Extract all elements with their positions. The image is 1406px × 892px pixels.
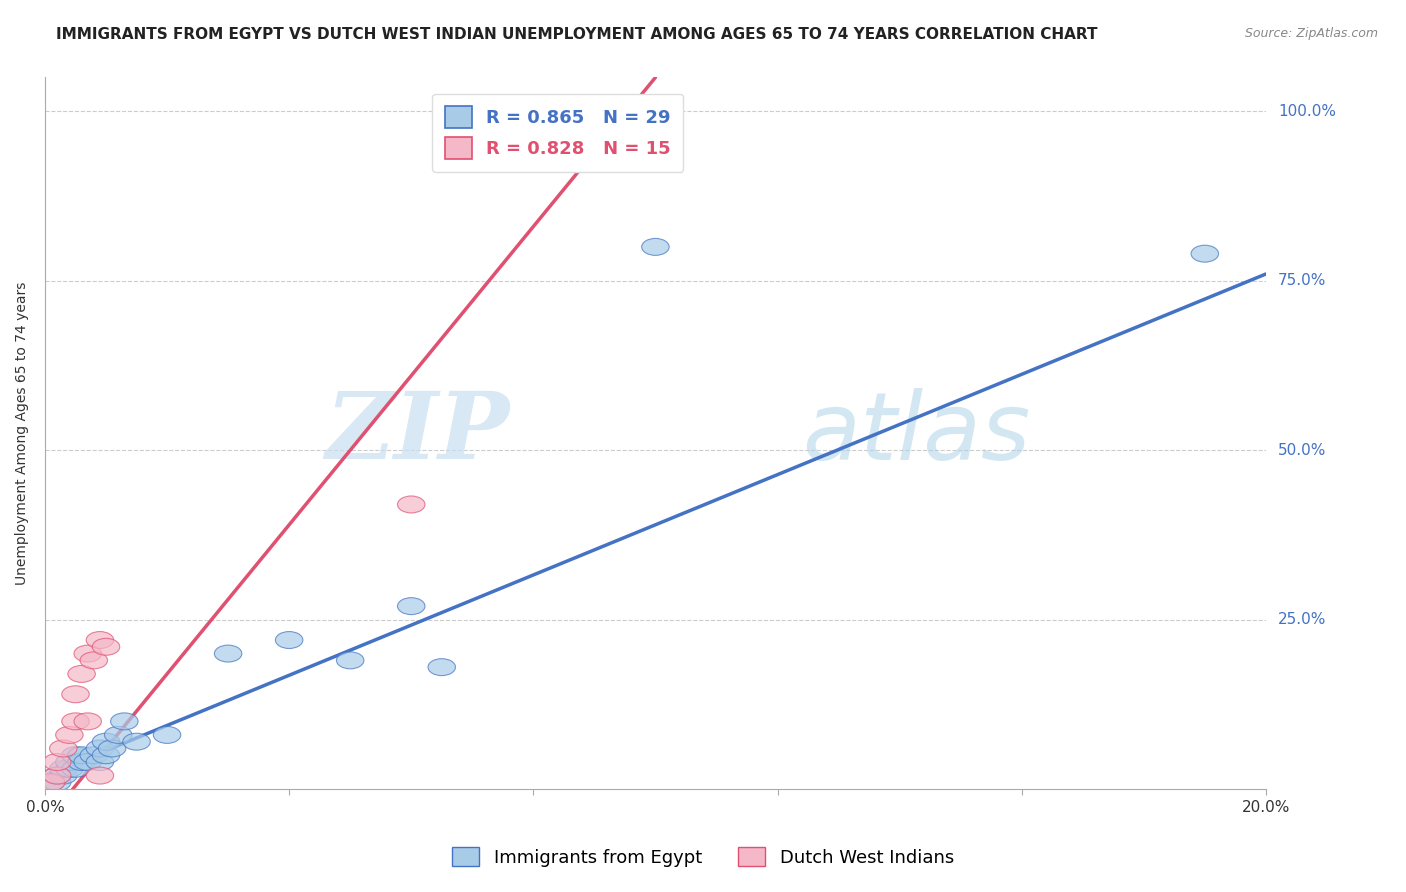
Ellipse shape bbox=[49, 760, 77, 777]
Ellipse shape bbox=[56, 760, 83, 777]
Ellipse shape bbox=[1191, 245, 1219, 262]
Ellipse shape bbox=[427, 658, 456, 675]
Ellipse shape bbox=[86, 632, 114, 648]
Ellipse shape bbox=[336, 652, 364, 669]
Text: 75.0%: 75.0% bbox=[1278, 273, 1326, 288]
Text: 100.0%: 100.0% bbox=[1278, 103, 1336, 119]
Ellipse shape bbox=[56, 726, 83, 743]
Text: 50.0%: 50.0% bbox=[1278, 442, 1326, 458]
Ellipse shape bbox=[86, 767, 114, 784]
Ellipse shape bbox=[56, 754, 83, 771]
Ellipse shape bbox=[38, 774, 65, 791]
Ellipse shape bbox=[67, 754, 96, 771]
Ellipse shape bbox=[62, 760, 89, 777]
Ellipse shape bbox=[44, 754, 70, 771]
Legend: R = 0.865   N = 29, R = 0.828   N = 15: R = 0.865 N = 29, R = 0.828 N = 15 bbox=[432, 94, 683, 172]
Ellipse shape bbox=[93, 733, 120, 750]
Ellipse shape bbox=[93, 639, 120, 656]
Text: atlas: atlas bbox=[801, 388, 1031, 479]
Ellipse shape bbox=[80, 652, 107, 669]
Ellipse shape bbox=[276, 632, 302, 648]
Ellipse shape bbox=[62, 713, 89, 730]
Ellipse shape bbox=[641, 238, 669, 255]
Ellipse shape bbox=[153, 726, 181, 743]
Ellipse shape bbox=[44, 767, 70, 784]
Ellipse shape bbox=[38, 774, 65, 791]
Ellipse shape bbox=[49, 767, 77, 784]
Ellipse shape bbox=[44, 767, 70, 784]
Ellipse shape bbox=[93, 747, 120, 764]
Ellipse shape bbox=[398, 496, 425, 513]
Ellipse shape bbox=[75, 754, 101, 771]
Ellipse shape bbox=[214, 645, 242, 662]
Ellipse shape bbox=[122, 733, 150, 750]
Y-axis label: Unemployment Among Ages 65 to 74 years: Unemployment Among Ages 65 to 74 years bbox=[15, 282, 30, 585]
Ellipse shape bbox=[44, 774, 70, 791]
Ellipse shape bbox=[80, 747, 107, 764]
Text: 25.0%: 25.0% bbox=[1278, 612, 1326, 627]
Ellipse shape bbox=[62, 747, 89, 764]
Text: IMMIGRANTS FROM EGYPT VS DUTCH WEST INDIAN UNEMPLOYMENT AMONG AGES 65 TO 74 YEAR: IMMIGRANTS FROM EGYPT VS DUTCH WEST INDI… bbox=[56, 27, 1098, 42]
Ellipse shape bbox=[86, 754, 114, 771]
Legend: Immigrants from Egypt, Dutch West Indians: Immigrants from Egypt, Dutch West Indian… bbox=[444, 840, 962, 874]
Ellipse shape bbox=[398, 598, 425, 615]
Ellipse shape bbox=[98, 740, 127, 757]
Text: ZIP: ZIP bbox=[325, 388, 509, 478]
Ellipse shape bbox=[86, 740, 114, 757]
Ellipse shape bbox=[67, 665, 96, 682]
Ellipse shape bbox=[75, 713, 101, 730]
Ellipse shape bbox=[62, 686, 89, 703]
Ellipse shape bbox=[67, 747, 96, 764]
Ellipse shape bbox=[104, 726, 132, 743]
Ellipse shape bbox=[75, 645, 101, 662]
Ellipse shape bbox=[111, 713, 138, 730]
Text: Source: ZipAtlas.com: Source: ZipAtlas.com bbox=[1244, 27, 1378, 40]
Ellipse shape bbox=[49, 740, 77, 757]
